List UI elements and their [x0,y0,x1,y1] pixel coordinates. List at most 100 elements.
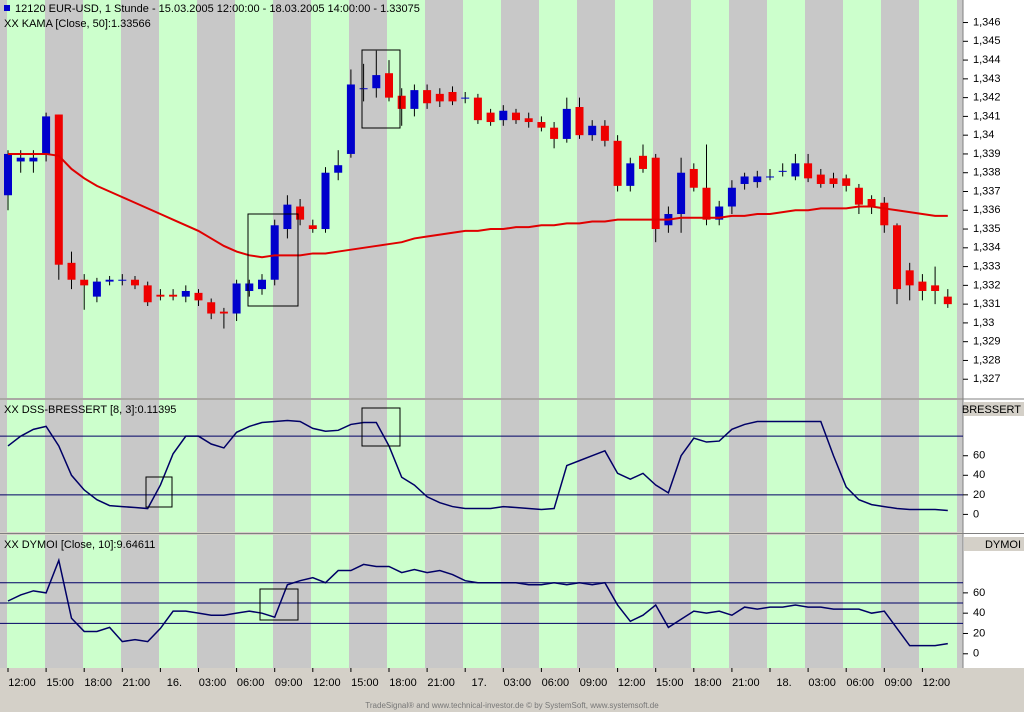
y-tick-label: 1,327 [973,373,1001,385]
x-tick-label: 03:00 [199,677,227,689]
candle-body [931,285,940,291]
x-tick-label: 18:00 [389,677,417,689]
y-tick-label: 0 [973,508,979,520]
candle-body [156,294,165,297]
y-tick-label: 1,337 [973,185,1001,197]
candle-body [702,187,711,220]
candle-body [854,187,863,205]
y-tick-label: 1,345 [973,35,1001,47]
candle-body [499,110,508,121]
y-tick-label: 0 [973,648,979,660]
y-tick-label: 1,342 [973,92,1001,104]
y-tick-label: 40 [973,469,985,481]
y-tick-label: 1,34 [973,129,994,141]
x-tick-label: 21:00 [427,677,455,689]
x-tick-label: 15:00 [46,677,74,689]
x-tick-label: 17. [472,677,487,689]
candle-body [512,112,520,121]
y-tick-label: 60 [973,587,985,599]
candle-body [435,93,444,102]
series-label: XX DYMOI [Close, 10]:9.64611 [4,539,155,551]
candle-body [715,206,724,220]
y-tick-label: 1,336 [973,204,1001,216]
candle-body [372,75,381,89]
candle-body [588,125,597,136]
x-tick-label: 21:00 [123,677,151,689]
candle-body [143,285,152,303]
x-tick-label: 12:00 [8,677,36,689]
x-tick-label: 15:00 [656,677,684,689]
axis-label: BRESSERT [962,404,1021,416]
candle-body [410,90,419,109]
candle-body [131,279,139,286]
candle-body [245,283,254,291]
series-line [7,557,948,647]
x-tick-label: 18. [776,677,791,689]
x-tick-label: 09:00 [885,677,913,689]
candle-body [308,225,317,230]
candle-body [448,91,457,102]
y-tick-label: 1,331 [973,298,1001,310]
candle-body [54,114,63,265]
candle-body [473,97,482,121]
y-tick-label: 1,33 [973,317,994,329]
candle-body [880,202,889,226]
annotation-box [361,407,401,447]
candle-body [524,118,533,123]
candle-body [740,176,749,184]
candle-body [867,199,876,207]
candle-body [270,225,279,280]
candle-body [778,170,787,172]
x-tick-label: 03:00 [808,677,836,689]
candle-body [42,116,51,154]
y-tick-label: 60 [973,450,985,462]
candle-body [804,163,813,179]
candle-body [943,296,952,305]
y-tick-label: 1,346 [973,16,1001,28]
candle-body [258,279,266,290]
axis-label-box [964,402,1024,416]
candle-body [893,225,901,290]
axis-label: DYMOI [985,539,1021,551]
candle-body [575,107,584,136]
annotations [145,49,401,621]
candle-body [423,90,432,104]
dss-panel [0,400,963,532]
y-tick-label: 20 [973,627,985,639]
candle-body [537,122,546,128]
candle-body [118,279,127,281]
x-tick-label: 06:00 [542,677,570,689]
y-tick-label: 1,344 [973,54,1001,66]
y-tick-label: 1,329 [973,336,1001,348]
x-tick-label: 16. [167,677,182,689]
chart-title: 12120 EUR-USD, 1 Stunde - 15.03.2005 12:… [15,3,420,15]
candle-body [92,281,101,297]
symbol-icon [4,5,10,11]
candle-body [639,155,647,169]
candle-body [600,125,609,141]
candle-body [613,140,622,186]
candle-body [194,292,203,301]
footer: TradeSignal® and www.technical-investor.… [365,701,659,710]
x-tick-label: 06:00 [846,677,874,689]
candle-body [16,157,25,162]
y-tick-label: 1,343 [973,73,1001,85]
series-line [7,419,948,512]
candle-body [905,270,914,286]
candle-body [677,172,686,215]
candle-body [207,302,216,314]
series-label: XX DSS-BRESSERT [8, 3]:0.11395 [4,404,176,416]
candle-body [486,112,495,123]
candle-body [550,127,559,139]
candle-body [321,172,330,230]
y-tick-label: 1,338 [973,167,1001,179]
y-tick-label: 1,332 [973,279,1001,291]
x-tick-label: 06:00 [237,677,265,689]
candle-body [4,153,12,196]
candle-body [105,279,114,282]
candle-body [753,176,762,183]
y-tick-label: 1,339 [973,148,1001,160]
x-tick-label: 18:00 [694,677,722,689]
candle-body [283,204,292,230]
candle-body [296,206,305,220]
